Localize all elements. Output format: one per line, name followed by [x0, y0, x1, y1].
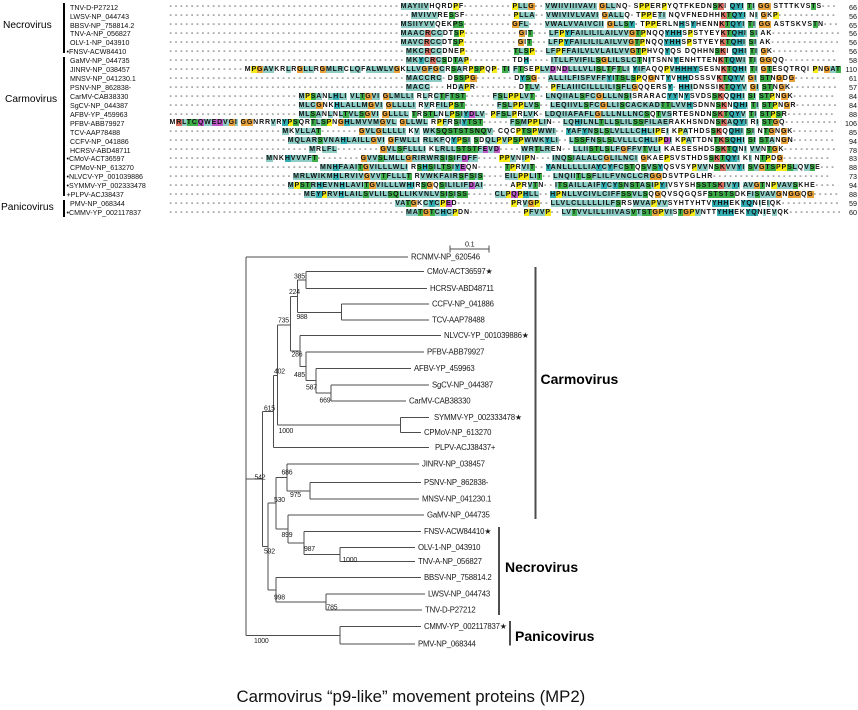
svg-text:1000: 1000: [343, 557, 358, 564]
svg-text:OLV-1-NP_043910: OLV-1-NP_043910: [418, 543, 481, 552]
svg-text:RCNMV-NP_620546: RCNMV-NP_620546: [411, 253, 480, 262]
svg-text:PSNV-NP_862838-: PSNV-NP_862838-: [424, 478, 489, 487]
svg-text:592: 592: [264, 549, 275, 556]
svg-text:785: 785: [327, 605, 338, 612]
svg-text:FNSV-ACW84410★: FNSV-ACW84410★: [424, 527, 491, 536]
svg-text:485: 485: [294, 372, 305, 379]
svg-text:1000: 1000: [254, 638, 269, 645]
svg-text:CMMV-YP_002117837★: CMMV-YP_002117837★: [424, 622, 507, 631]
svg-text:224: 224: [289, 289, 300, 296]
svg-text:735: 735: [278, 318, 289, 325]
svg-text:TCV-AAP78488: TCV-AAP78488: [432, 316, 485, 325]
svg-text:385: 385: [294, 274, 305, 281]
svg-text:CarMV-CAB38330: CarMV-CAB38330: [409, 397, 471, 406]
svg-text:899: 899: [282, 532, 293, 539]
svg-text:686: 686: [282, 470, 293, 477]
svg-text:BBSV-NP_758814.2: BBSV-NP_758814.2: [424, 573, 491, 582]
svg-text:669: 669: [320, 398, 331, 405]
svg-text:GaMV-NP_044735: GaMV-NP_044735: [427, 511, 491, 520]
svg-text:HCRSV-ABD48711: HCRSV-ABD48711: [430, 284, 494, 293]
svg-text:0.1: 0.1: [465, 240, 475, 249]
svg-text:CMoV-ACT36597★: CMoV-ACT36597★: [427, 267, 493, 276]
svg-text:SYMMV-YP_002333478★: SYMMV-YP_002333478★: [434, 413, 522, 422]
svg-text:TNV-D-P27212: TNV-D-P27212: [425, 606, 475, 615]
svg-text:286: 286: [292, 352, 303, 359]
svg-text:NLVCV-YP_001039886★: NLVCV-YP_001039886★: [444, 331, 529, 340]
svg-text:AFBV-YP_459963: AFBV-YP_459963: [414, 364, 475, 373]
svg-text:615: 615: [264, 406, 275, 413]
svg-text:CPMoV-NP_613270: CPMoV-NP_613270: [424, 428, 492, 437]
svg-text:SgCV-NP_044387: SgCV-NP_044387: [432, 381, 493, 390]
svg-text:PFBV-ABB79927: PFBV-ABB79927: [427, 348, 484, 357]
svg-text:587: 587: [306, 385, 317, 392]
svg-text:998: 998: [274, 595, 285, 602]
svg-text:JINRV-NP_038457: JINRV-NP_038457: [422, 460, 485, 469]
svg-text:LWSV-NP_044743: LWSV-NP_044743: [428, 590, 490, 599]
svg-text:1000: 1000: [279, 428, 294, 435]
svg-text:988: 988: [297, 314, 308, 321]
svg-text:PLPV-ACJ38437+: PLPV-ACJ38437+: [435, 443, 496, 452]
svg-text:542: 542: [255, 475, 266, 482]
svg-text:TNV-A-NP_056827: TNV-A-NP_056827: [418, 557, 482, 566]
svg-text:PMV-NP_068344: PMV-NP_068344: [418, 640, 477, 649]
svg-text:987: 987: [304, 546, 315, 553]
svg-text:MNSV-NP_041230.1: MNSV-NP_041230.1: [422, 495, 491, 504]
svg-text:CCFV-NP_041886: CCFV-NP_041886: [432, 300, 494, 309]
svg-text:975: 975: [290, 492, 301, 499]
svg-text:530: 530: [274, 497, 285, 504]
svg-text:402: 402: [274, 369, 285, 376]
